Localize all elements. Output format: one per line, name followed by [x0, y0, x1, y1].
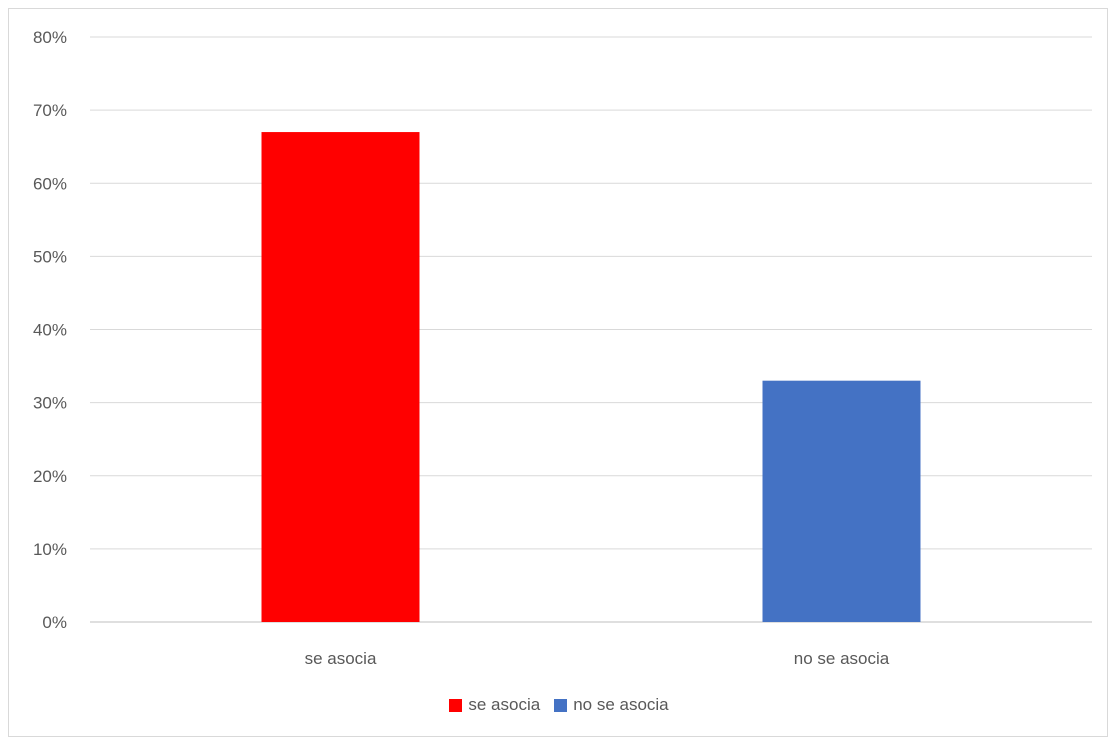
y-tick-label: 0%: [42, 613, 67, 632]
x-axis-ticks: se asocia no se asocia: [305, 649, 890, 668]
x-tick-label: no se asocia: [794, 649, 890, 668]
bar-se-asocia: [261, 132, 420, 622]
y-axis-ticks: 0% 10% 20% 30% 40% 50% 60% 70% 80%: [33, 28, 67, 632]
chart-area: [8, 8, 1108, 737]
y-tick-label: 50%: [33, 247, 67, 266]
x-tick-label: se asocia: [305, 649, 377, 668]
y-tick-label: 10%: [33, 540, 67, 559]
y-tick-label: 70%: [33, 101, 67, 120]
legend-item-se-asocia: se asocia: [449, 695, 540, 715]
legend-label-se-asocia: se asocia: [468, 695, 541, 714]
gridlines: [90, 36, 1092, 623]
bar-no-se-asocia: [762, 380, 921, 622]
y-tick-label: 20%: [33, 467, 67, 486]
bars: [261, 132, 921, 622]
y-tick-label: 40%: [33, 321, 67, 340]
legend-label-no-se-asocia: no se asocia: [573, 695, 669, 714]
legend: se asocia no se asocia: [0, 695, 1118, 715]
y-tick-label: 30%: [33, 394, 67, 413]
legend-item-no-se-asocia: no se asocia: [554, 695, 669, 715]
y-tick-label: 80%: [33, 28, 67, 47]
y-tick-label: 60%: [33, 174, 67, 193]
legend-swatch-se-asocia: [449, 698, 463, 712]
legend-swatch-no-se-asocia: [554, 698, 568, 712]
